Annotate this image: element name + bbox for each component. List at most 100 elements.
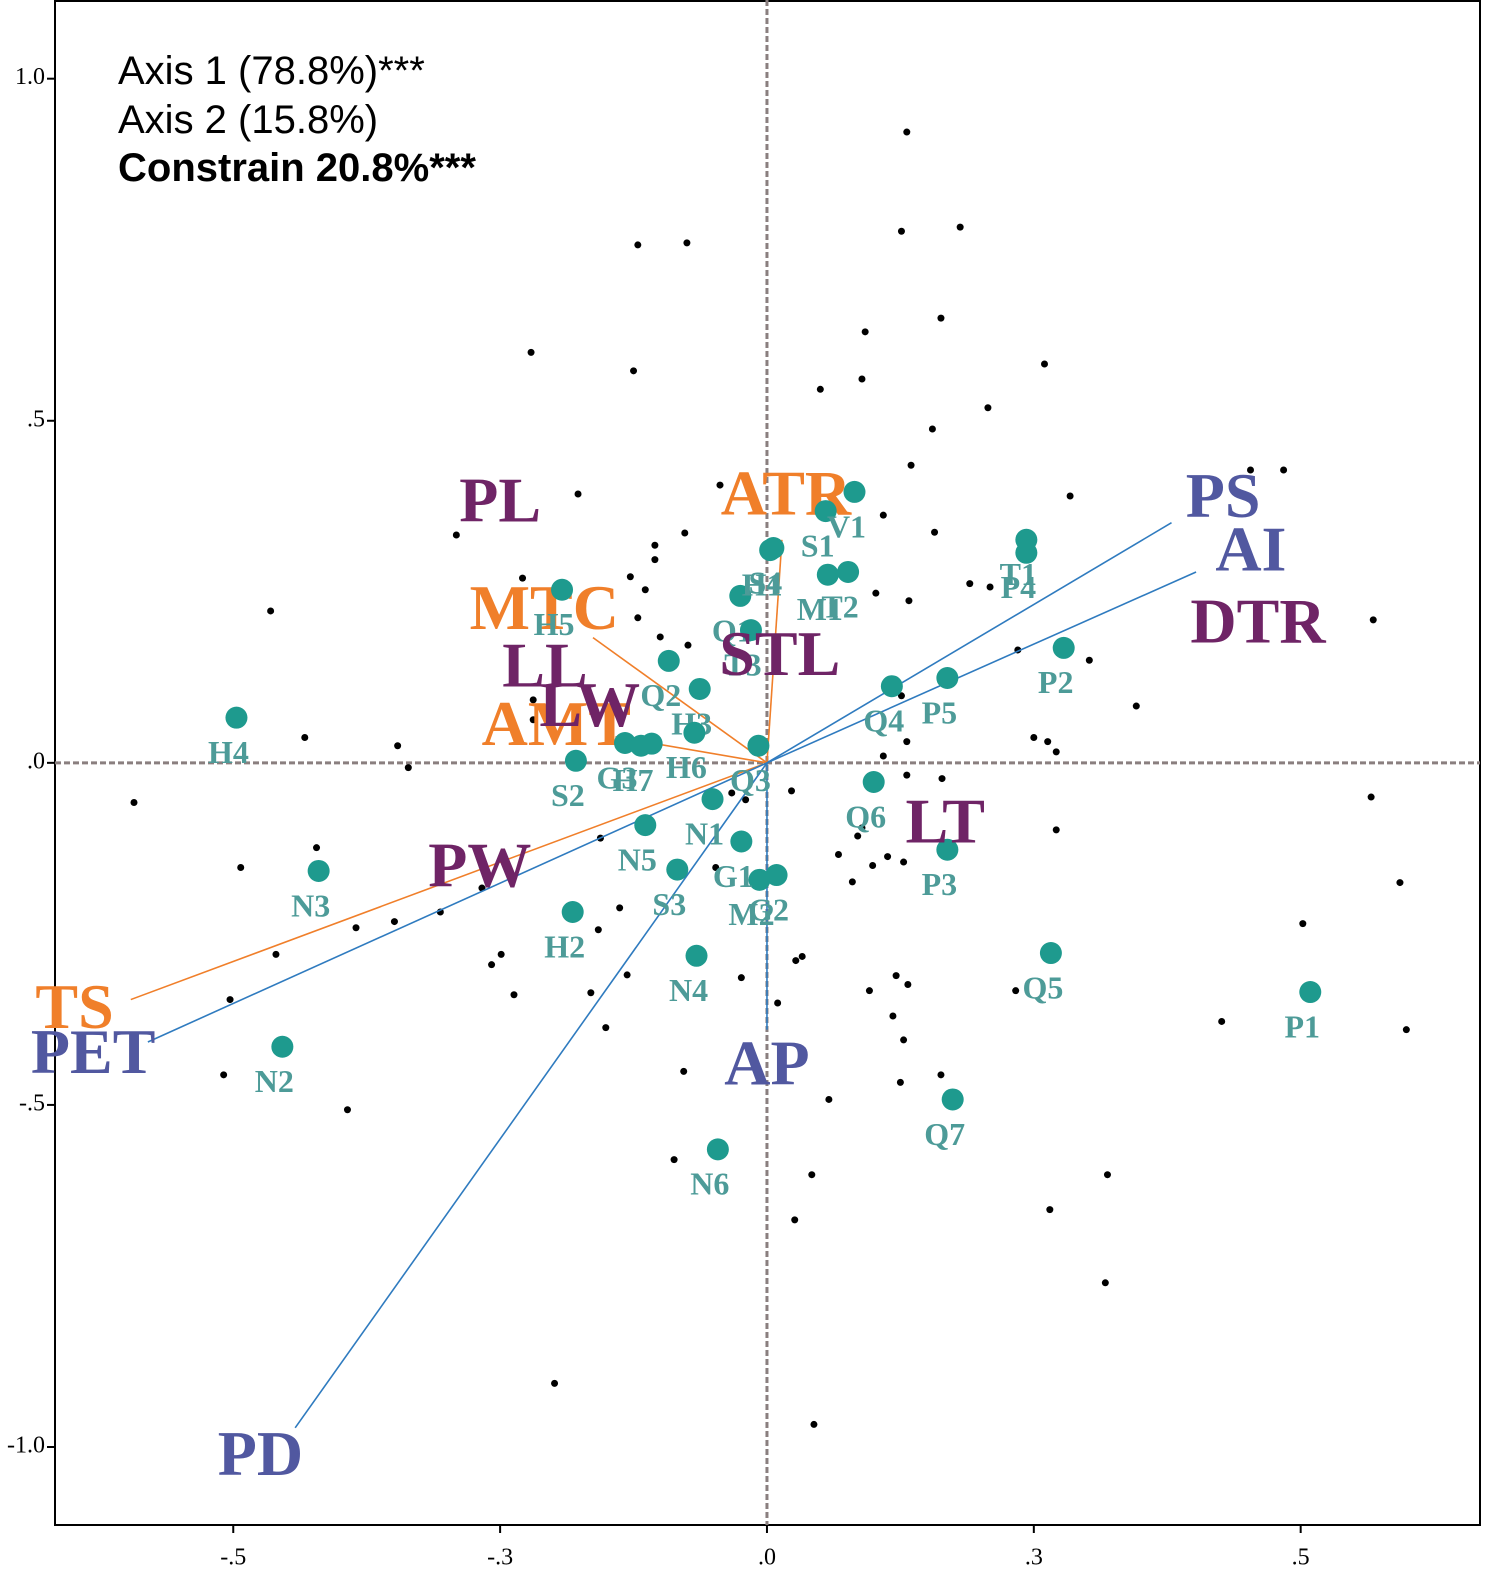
species-point	[858, 375, 866, 383]
site-point	[765, 864, 788, 887]
species-point	[903, 738, 911, 746]
species-point	[497, 950, 505, 958]
species-point	[986, 583, 994, 591]
species-point	[1402, 1026, 1410, 1034]
trait-label: PW	[428, 829, 531, 900]
site-label: S3	[652, 886, 686, 922]
species-point	[897, 692, 905, 700]
site-label: V1	[827, 508, 866, 544]
vector	[147, 762, 768, 1043]
species-point	[452, 531, 460, 539]
site-label: H1	[742, 566, 783, 602]
species-point	[1367, 793, 1375, 801]
site-point	[701, 788, 724, 811]
x-tick-label: .3	[1025, 1545, 1043, 1571]
vector-label: AP	[724, 1027, 809, 1098]
species-point	[956, 223, 964, 231]
trait-label: PL	[459, 465, 541, 536]
site-point	[739, 619, 762, 642]
species-point	[594, 926, 602, 934]
species-point	[1103, 1171, 1111, 1179]
species-point	[352, 924, 360, 932]
site-point	[747, 734, 770, 757]
species-point	[681, 529, 689, 537]
site-point	[729, 584, 752, 607]
species-point	[737, 974, 745, 982]
species-point	[931, 528, 939, 536]
site-point	[271, 1035, 294, 1058]
vector	[130, 762, 768, 1001]
site-point	[666, 858, 689, 881]
site-label: H7	[613, 762, 654, 798]
species-point	[343, 1106, 351, 1114]
site-point	[936, 838, 959, 861]
site-point	[759, 539, 782, 562]
species-point	[670, 1156, 678, 1164]
y-tick-label: 1.0	[15, 64, 45, 90]
species-point	[792, 957, 800, 965]
species-point	[651, 541, 659, 549]
species-point	[889, 1012, 897, 1020]
site-label: P1	[1285, 1008, 1321, 1044]
site-point	[1039, 942, 1062, 965]
site-point	[1015, 541, 1038, 564]
species-point	[1044, 738, 1052, 746]
species-point	[313, 844, 321, 852]
y-tick-label: -.5	[19, 1090, 45, 1116]
species-point	[900, 858, 908, 866]
trait-label: LW	[539, 669, 640, 740]
trait-label: DTR	[1190, 586, 1326, 657]
species-point	[897, 227, 905, 235]
species-point	[683, 239, 691, 247]
species-point	[892, 972, 900, 980]
species-point	[928, 425, 936, 433]
species-point	[519, 574, 527, 582]
vector-label: TS	[35, 971, 113, 1042]
site-point	[816, 563, 839, 586]
vector	[766, 571, 1197, 764]
species-point	[1012, 987, 1020, 995]
vector-label: AMT	[482, 688, 631, 759]
species-point	[656, 633, 664, 641]
species-point	[616, 904, 624, 912]
species-point	[301, 734, 309, 742]
vector-label: PET	[31, 1016, 155, 1087]
site-label: N5	[618, 841, 657, 877]
species-point	[684, 641, 692, 649]
species-point	[1052, 826, 1060, 834]
species-point	[602, 1024, 610, 1032]
site-label: S4	[748, 564, 782, 600]
site-label: H6	[666, 749, 707, 785]
site-label: Q4	[863, 703, 904, 739]
annotation: Axis 1 (78.8%)***	[118, 49, 425, 93]
species-point	[872, 589, 880, 597]
species-point	[858, 824, 866, 832]
trait-label: STL	[719, 618, 840, 689]
species-point	[810, 1420, 818, 1428]
species-point	[574, 490, 582, 498]
species-point	[1396, 879, 1404, 887]
species-point	[488, 961, 496, 969]
species-point	[879, 752, 887, 760]
species-point	[825, 1095, 833, 1103]
species-point	[551, 1379, 559, 1387]
trait-label: LT	[905, 786, 985, 857]
species-point	[869, 861, 877, 869]
species-point	[1046, 1206, 1054, 1214]
site-point	[685, 944, 708, 967]
species-point	[937, 314, 945, 322]
species-point	[680, 1067, 688, 1075]
species-point	[834, 851, 842, 859]
species-point	[808, 1171, 816, 1179]
site-label: Q7	[924, 1116, 965, 1152]
species-point	[848, 878, 856, 886]
species-point	[1052, 748, 1060, 756]
species-point	[634, 241, 642, 249]
species-point	[716, 481, 724, 489]
site-label: M1	[797, 591, 843, 627]
species-point	[904, 981, 912, 989]
site-label: N2	[255, 1063, 294, 1099]
species-point	[272, 950, 280, 958]
annotation: Constrain 20.8%***	[118, 146, 476, 190]
